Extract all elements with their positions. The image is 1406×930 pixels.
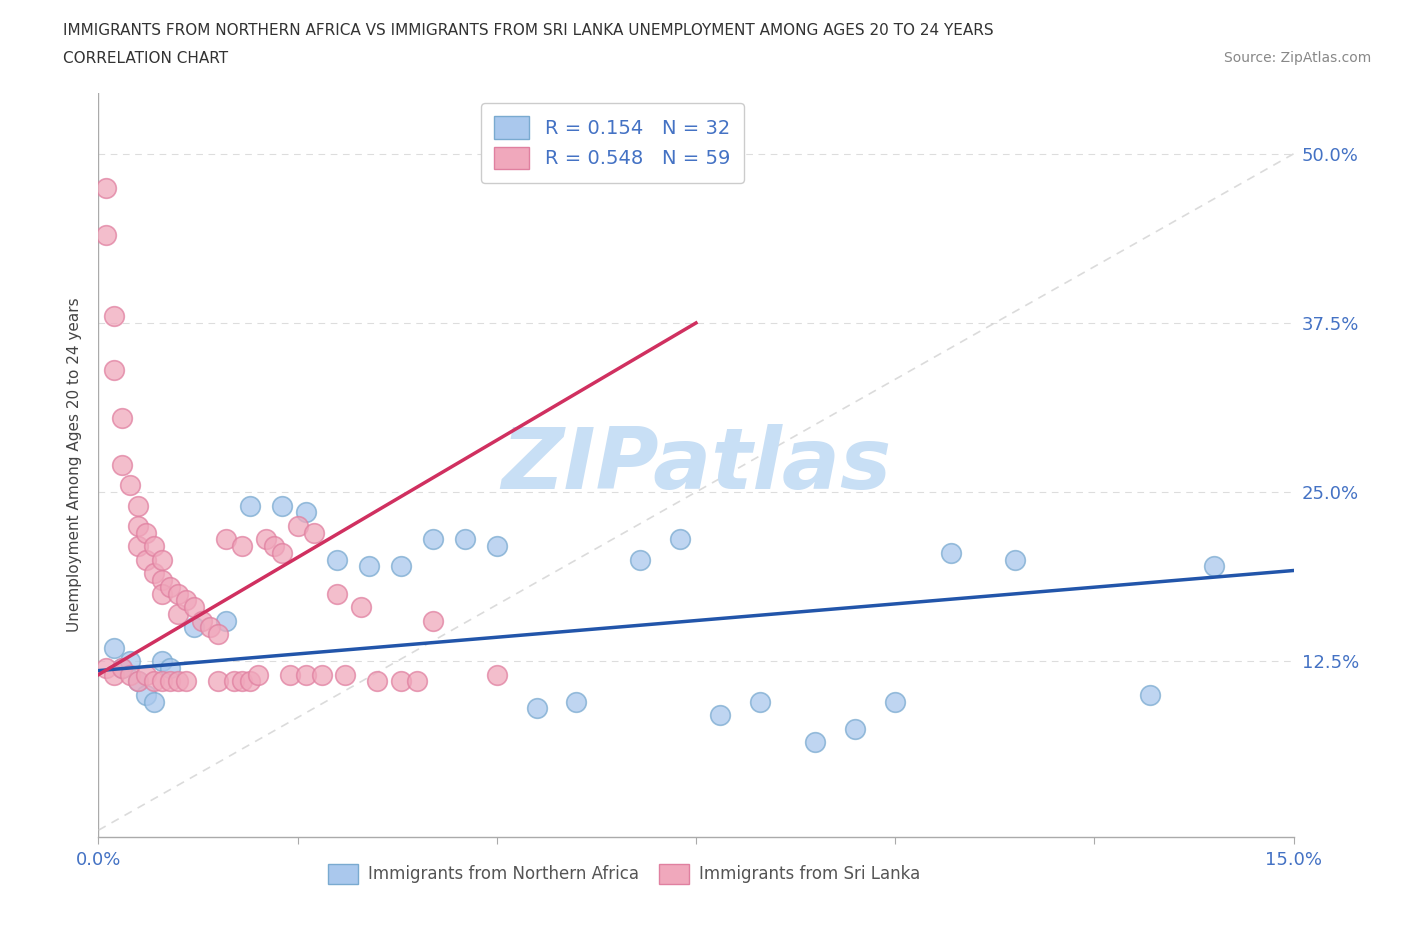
Point [939, 546, 962, 561]
Point [120, 667, 142, 682]
Point [174, 592, 197, 607]
Point [311, 667, 333, 682]
Point [422, 613, 444, 628]
Point [191, 613, 214, 628]
Point [135, 525, 157, 540]
Point [884, 695, 907, 710]
Point [239, 674, 262, 689]
Point [159, 660, 181, 675]
Point [326, 586, 349, 601]
Point [804, 735, 827, 750]
Point [167, 586, 190, 601]
Point [127, 674, 149, 689]
Point [278, 667, 301, 682]
Y-axis label: Unemployment Among Ages 20 to 24 years: Unemployment Among Ages 20 to 24 years [67, 298, 83, 632]
Text: CORRELATION CHART: CORRELATION CHART [63, 51, 228, 66]
Point [263, 538, 285, 553]
Point [231, 538, 253, 553]
Point [270, 546, 292, 561]
Point [389, 559, 412, 574]
Point [111, 410, 134, 425]
Point [287, 518, 309, 533]
Point [103, 640, 125, 655]
Point [1202, 559, 1225, 574]
Point [150, 586, 173, 601]
Point [143, 674, 166, 689]
Point [127, 498, 149, 513]
Point [167, 606, 190, 621]
Point [143, 695, 166, 710]
Point [150, 573, 173, 588]
Point [628, 552, 651, 567]
Point [127, 518, 149, 533]
Text: ZIPatlas: ZIPatlas [501, 423, 891, 507]
Point [96, 228, 118, 243]
Point [183, 600, 205, 615]
Point [526, 701, 548, 716]
Point [359, 559, 381, 574]
Point [215, 532, 238, 547]
Point [207, 627, 229, 642]
Point [1004, 552, 1026, 567]
Point [96, 660, 118, 675]
Point [183, 620, 205, 635]
Point [222, 674, 245, 689]
Point [246, 667, 269, 682]
Point [335, 667, 357, 682]
Point [389, 674, 412, 689]
Point [167, 674, 190, 689]
Point [709, 708, 731, 723]
Point [143, 565, 166, 580]
Point [120, 654, 142, 669]
Text: Source: ZipAtlas.com: Source: ZipAtlas.com [1223, 51, 1371, 65]
Point [96, 180, 118, 195]
Point [350, 600, 373, 615]
Point [1139, 687, 1161, 702]
Point [748, 695, 770, 710]
Point [135, 667, 157, 682]
Point [135, 687, 157, 702]
Point [143, 538, 166, 553]
Point [406, 674, 429, 689]
Point [150, 654, 173, 669]
Point [270, 498, 292, 513]
Point [159, 674, 181, 689]
Point [239, 498, 262, 513]
Point [366, 674, 388, 689]
Point [254, 532, 277, 547]
Point [111, 458, 134, 472]
Point [215, 613, 238, 628]
Point [159, 579, 181, 594]
Point [103, 363, 125, 378]
Point [485, 667, 508, 682]
Point [565, 695, 588, 710]
Point [103, 667, 125, 682]
Point [103, 309, 125, 324]
Point [111, 660, 134, 675]
Point [294, 505, 316, 520]
Point [844, 722, 866, 737]
Point [127, 538, 149, 553]
Point [120, 478, 142, 493]
Point [207, 674, 229, 689]
Point [485, 538, 508, 553]
Point [198, 620, 221, 635]
Point [422, 532, 444, 547]
Point [150, 552, 173, 567]
Legend: Immigrants from Northern Africa, Immigrants from Sri Lanka: Immigrants from Northern Africa, Immigra… [319, 856, 929, 892]
Point [150, 674, 173, 689]
Point [127, 674, 149, 689]
Point [669, 532, 692, 547]
Point [135, 552, 157, 567]
Point [294, 667, 316, 682]
Point [454, 532, 477, 547]
Point [302, 525, 325, 540]
Text: IMMIGRANTS FROM NORTHERN AFRICA VS IMMIGRANTS FROM SRI LANKA UNEMPLOYMENT AMONG : IMMIGRANTS FROM NORTHERN AFRICA VS IMMIG… [63, 23, 994, 38]
Point [111, 660, 134, 675]
Point [231, 674, 253, 689]
Point [326, 552, 349, 567]
Point [174, 674, 197, 689]
